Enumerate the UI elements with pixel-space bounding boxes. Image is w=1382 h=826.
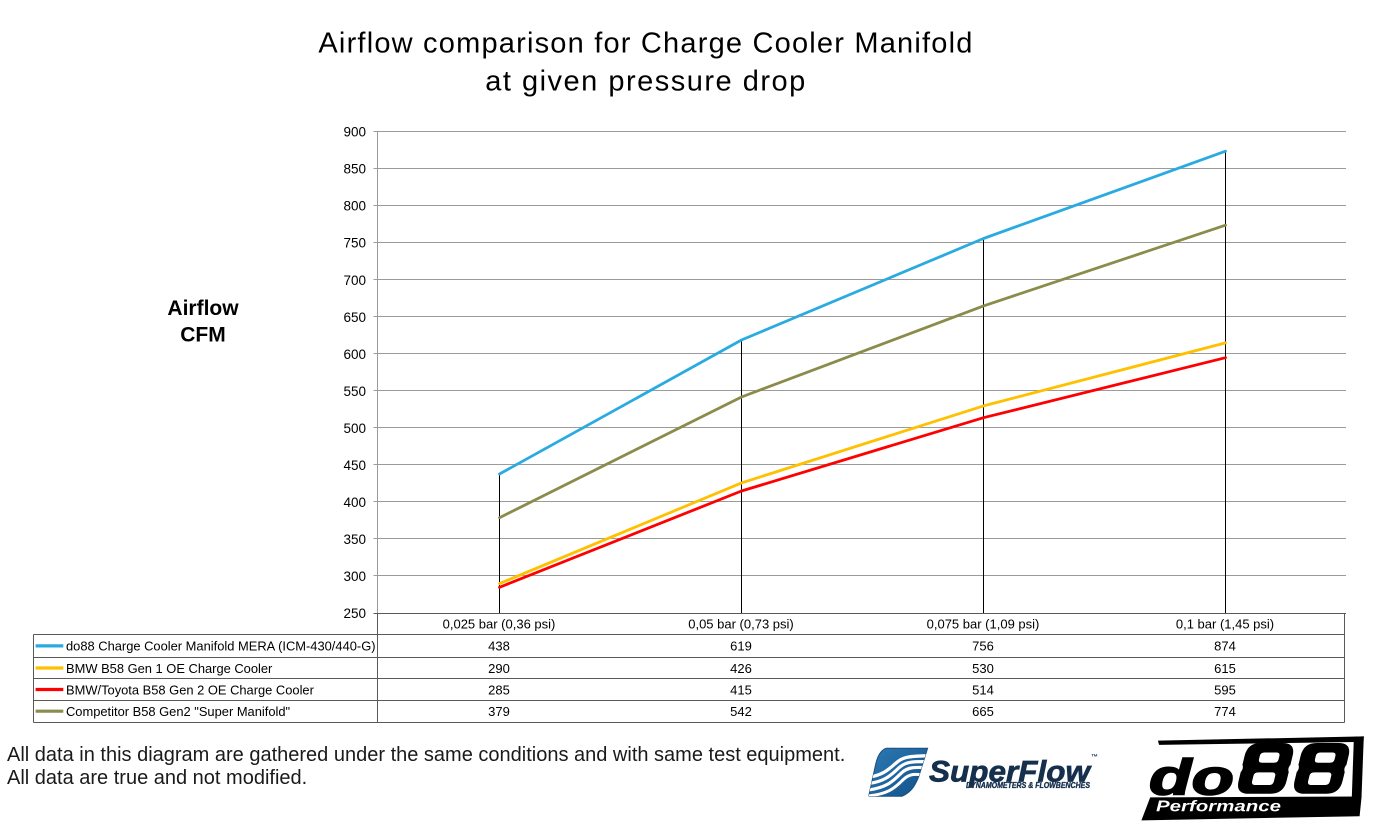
svg-text:426: 426 [730,661,752,676]
svg-text:756: 756 [972,639,994,654]
svg-text:SuperFlow: SuperFlow [929,756,1092,789]
svg-text:415: 415 [730,682,752,697]
svg-text:Airflow: Airflow [167,297,239,320]
svg-text:CFM: CFM [180,324,226,347]
svg-text:All data are true and not modi: All data are true and not modified. [7,767,307,789]
svg-text:285: 285 [488,682,510,697]
svg-text:do88 Charge Cooler Manifold ME: do88 Charge Cooler Manifold MERA (ICM-43… [66,639,376,654]
svg-text:595: 595 [1214,682,1236,697]
svg-text:379: 379 [488,704,510,719]
svg-text:900: 900 [343,125,366,140]
svg-text:600: 600 [343,347,366,362]
svg-text:All data in this diagram are g: All data in this diagram are gathered un… [7,744,845,766]
svg-text:550: 550 [343,384,366,399]
svg-text:438: 438 [488,639,510,654]
svg-text:450: 450 [343,458,366,473]
svg-text:500: 500 [343,421,366,436]
svg-text:750: 750 [343,236,366,251]
svg-text:530: 530 [972,661,994,676]
svg-text:290: 290 [488,661,510,676]
svg-text:BMW B58 Gen 1 OE Charge Cooler: BMW B58 Gen 1 OE Charge Cooler [66,661,273,676]
svg-text:BMW/Toyota B58 Gen 2 OE Charge: BMW/Toyota B58 Gen 2 OE Charge Cooler [66,682,315,697]
svg-text:0,1 bar (1,45 psi): 0,1 bar (1,45 psi) [1176,617,1274,632]
svg-text:0,075 bar (1,09 psi): 0,075 bar (1,09 psi) [927,617,1040,632]
svg-text:Airflow comparison for Charge: Airflow comparison for Charge Cooler Man… [318,28,973,60]
svg-text:at given pressure drop: at given pressure drop [485,65,807,97]
svg-text:774: 774 [1214,704,1236,719]
svg-text:™: ™ [1091,754,1098,761]
svg-text:Competitor B58 Gen2 "Super Man: Competitor B58 Gen2 "Super Manifold" [66,704,291,719]
svg-text:700: 700 [343,273,366,288]
svg-text:650: 650 [343,310,366,325]
svg-text:0,025 bar (0,36 psi): 0,025 bar (0,36 psi) [443,617,556,632]
svg-text:0,05 bar (0,73 psi): 0,05 bar (0,73 psi) [688,617,794,632]
svg-text:do: do [1149,750,1234,806]
svg-text:619: 619 [730,639,752,654]
svg-text:800: 800 [343,199,366,214]
svg-text:874: 874 [1214,639,1236,654]
svg-text:514: 514 [972,682,994,697]
svg-text:300: 300 [343,569,366,584]
svg-text:DYNAMOMETERS & FLOWBENCHES: DYNAMOMETERS & FLOWBENCHES [966,781,1091,790]
svg-text:615: 615 [1214,661,1236,676]
svg-text:665: 665 [972,704,994,719]
svg-text:350: 350 [343,532,366,547]
svg-text:542: 542 [730,704,752,719]
svg-text:850: 850 [343,162,366,177]
svg-text:400: 400 [343,495,366,510]
svg-text:250: 250 [343,606,366,621]
